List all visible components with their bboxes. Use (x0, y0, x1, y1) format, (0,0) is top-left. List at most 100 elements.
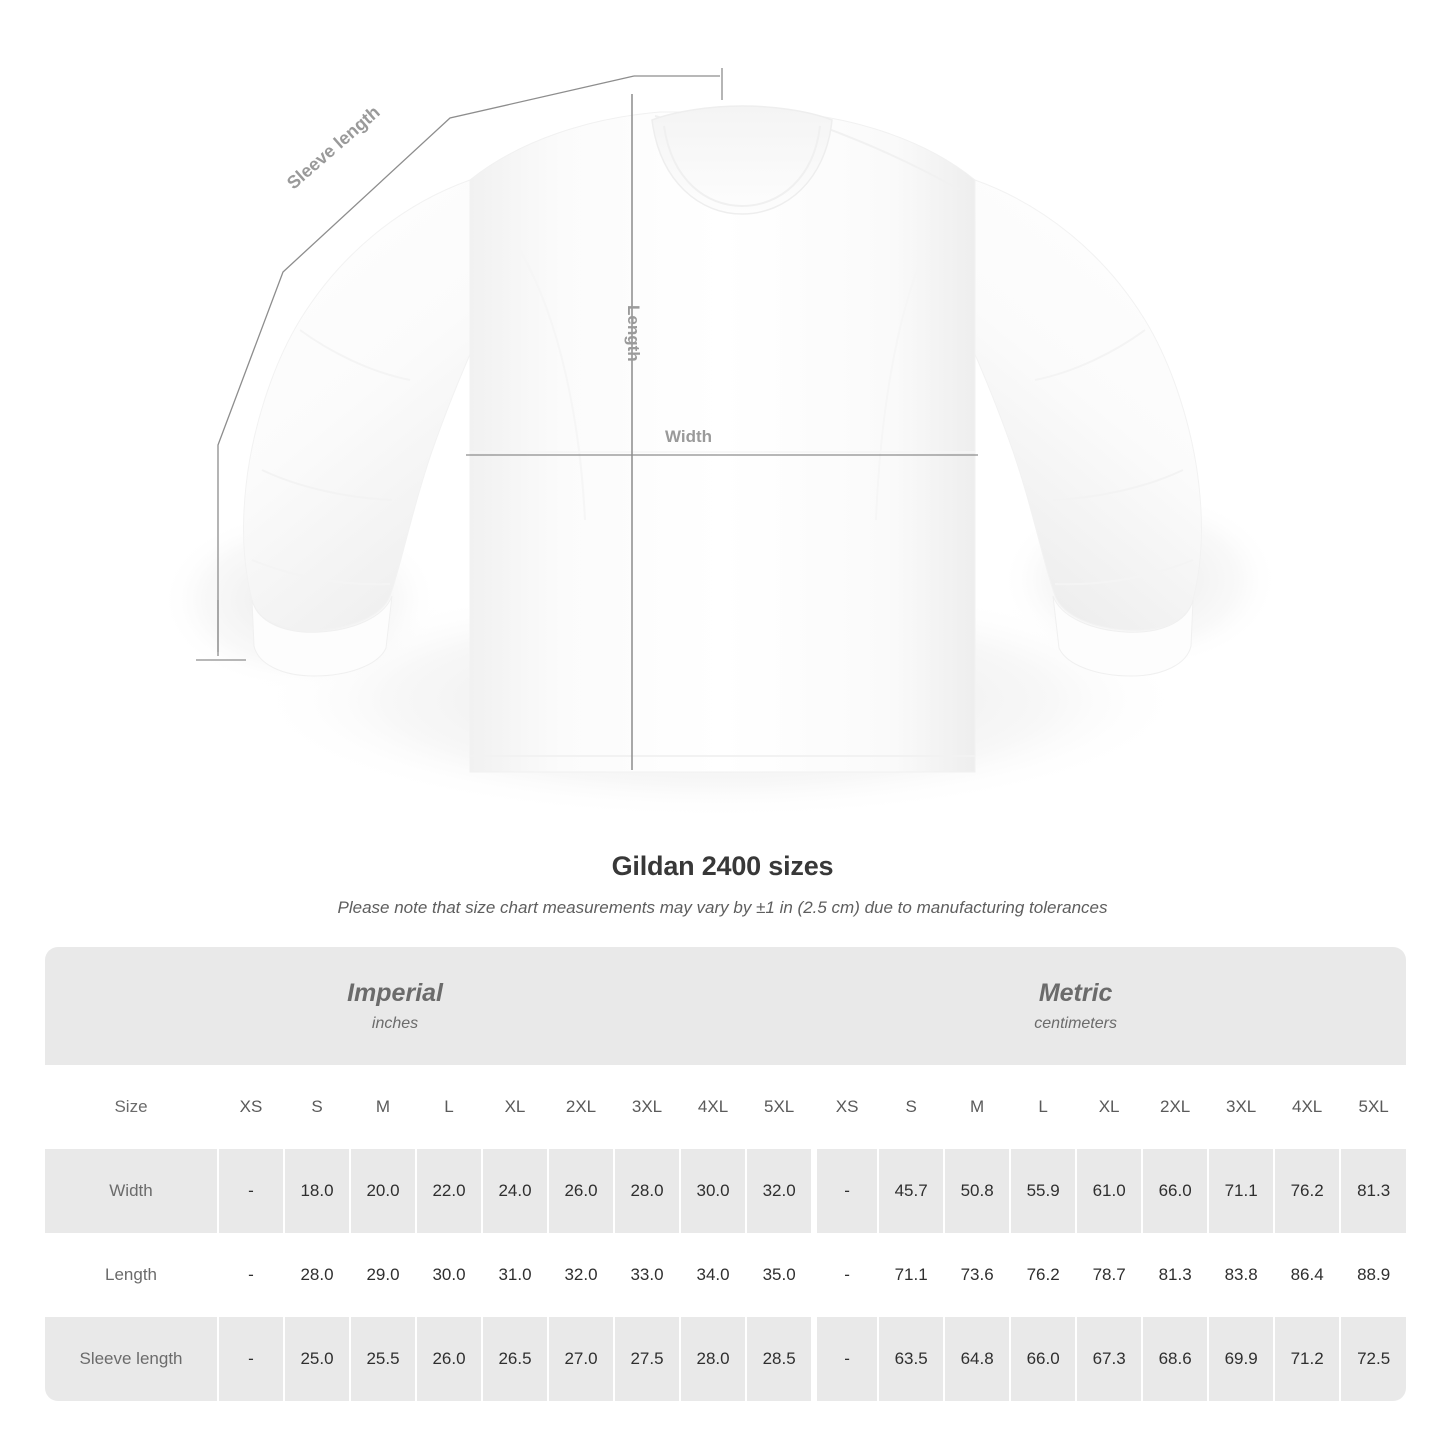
size-corner-label: Size (45, 1065, 217, 1149)
cell-width-imperial-s: 18.0 (283, 1149, 349, 1233)
cell-width-metric-l: 55.9 (1009, 1149, 1076, 1233)
col-header-metric-xl: XL (1075, 1065, 1142, 1149)
cell-width-imperial-m: 20.0 (349, 1149, 415, 1233)
cell-sleeve-imperial-xs: - (217, 1317, 283, 1401)
page-title: Gildan 2400 sizes (611, 851, 834, 881)
cell-width-metric-s: 45.7 (877, 1149, 944, 1233)
cell-width-imperial-3xl: 28.0 (613, 1149, 679, 1233)
table-row: Length - 28.0 29.0 30.0 31.0 32.0 33.0 3… (45, 1233, 1407, 1317)
cell-sleeve-imperial-s: 25.0 (283, 1317, 349, 1401)
left-cuff (251, 595, 393, 677)
cell-length-metric-xs: - (811, 1233, 878, 1317)
cell-width-metric-m: 50.8 (943, 1149, 1010, 1233)
col-header-imperial-l: L (415, 1065, 481, 1149)
right-sleeve (924, 179, 1202, 631)
cell-length-metric-2xl: 81.3 (1141, 1233, 1208, 1317)
cell-length-metric-5xl: 88.9 (1339, 1233, 1407, 1317)
row-label-width: Width (45, 1149, 217, 1233)
size-header-row: Size XS S M L XL 2XL 3XL 4XL 5XL XS S M … (45, 1065, 1407, 1149)
cell-sleeve-imperial-3xl: 27.5 (613, 1317, 679, 1401)
imperial-unit: inches (371, 1015, 419, 1033)
cell-length-imperial-m: 29.0 (349, 1233, 415, 1317)
cell-width-imperial-4xl: 30.0 (679, 1149, 746, 1233)
cell-length-imperial-xl: 31.0 (481, 1233, 547, 1317)
cell-sleeve-imperial-m: 25.5 (349, 1317, 415, 1401)
metric-band: Metric centimeters (745, 947, 1407, 1065)
cell-sleeve-metric-4xl: 71.2 (1273, 1317, 1340, 1401)
col-header-metric-3xl: 3XL (1207, 1065, 1274, 1149)
tolerance-note: Please note that size chart measurements… (337, 898, 1108, 917)
cell-width-metric-4xl: 76.2 (1273, 1149, 1340, 1233)
width-label: Width (665, 427, 713, 446)
table-row: Width - 18.0 20.0 22.0 24.0 26.0 28.0 30… (45, 1149, 1407, 1233)
cell-length-imperial-xs: - (217, 1233, 283, 1317)
cell-sleeve-metric-2xl: 68.6 (1141, 1317, 1208, 1401)
cell-width-metric-xl: 61.0 (1075, 1149, 1142, 1233)
cell-length-metric-s: 71.1 (877, 1233, 944, 1317)
cell-width-imperial-5xl: 32.0 (745, 1149, 812, 1233)
cell-length-imperial-3xl: 33.0 (613, 1233, 679, 1317)
col-header-metric-2xl: 2XL (1141, 1065, 1208, 1149)
cell-sleeve-metric-5xl: 72.5 (1339, 1317, 1407, 1401)
cell-length-metric-3xl: 83.8 (1207, 1233, 1274, 1317)
col-header-imperial-xl: XL (481, 1065, 547, 1149)
metric-label: Metric (1038, 978, 1113, 1007)
cell-width-imperial-xl: 24.0 (481, 1149, 547, 1233)
cell-length-imperial-2xl: 32.0 (547, 1233, 613, 1317)
row-label-sleeve-length: Sleeve length (45, 1317, 217, 1401)
cell-length-metric-m: 73.6 (943, 1233, 1010, 1317)
cell-width-metric-2xl: 66.0 (1141, 1149, 1208, 1233)
garment-figure: Sleeve length Length Width (160, 68, 1280, 820)
cell-length-imperial-4xl: 34.0 (679, 1233, 746, 1317)
cell-sleeve-metric-s: 63.5 (877, 1317, 944, 1401)
cell-sleeve-imperial-5xl: 28.5 (745, 1317, 812, 1401)
cell-sleeve-metric-xs: - (811, 1317, 878, 1401)
cell-length-imperial-l: 30.0 (415, 1233, 481, 1317)
cell-sleeve-imperial-l: 26.0 (415, 1317, 481, 1401)
cell-length-imperial-5xl: 35.0 (745, 1233, 812, 1317)
cell-width-imperial-xs: - (217, 1149, 283, 1233)
col-header-metric-s: S (877, 1065, 944, 1149)
col-header-imperial-m: M (349, 1065, 415, 1149)
cell-sleeve-imperial-4xl: 28.0 (679, 1317, 746, 1401)
cell-sleeve-metric-m: 64.8 (943, 1317, 1010, 1401)
metric-unit: centimeters (1034, 1015, 1117, 1033)
cell-width-imperial-2xl: 26.0 (547, 1149, 613, 1233)
cell-length-metric-4xl: 86.4 (1273, 1233, 1340, 1317)
cell-length-metric-l: 76.2 (1009, 1233, 1076, 1317)
col-header-imperial-2xl: 2XL (547, 1065, 613, 1149)
cell-width-imperial-l: 22.0 (415, 1149, 481, 1233)
cell-sleeve-imperial-xl: 26.5 (481, 1317, 547, 1401)
cell-length-imperial-s: 28.0 (283, 1233, 349, 1317)
imperial-band: Imperial inches (45, 947, 746, 1065)
col-header-imperial-3xl: 3XL (613, 1065, 679, 1149)
cell-width-metric-3xl: 71.1 (1207, 1149, 1274, 1233)
cell-sleeve-imperial-2xl: 27.0 (547, 1317, 613, 1401)
cell-sleeve-metric-xl: 67.3 (1075, 1317, 1142, 1401)
right-cuff (1052, 595, 1194, 677)
garment-illustration (160, 68, 1280, 820)
table-row: Sleeve length - 25.0 25.5 26.0 26.5 27.0… (45, 1317, 1407, 1401)
cell-length-metric-xl: 78.7 (1075, 1233, 1142, 1317)
cell-sleeve-metric-l: 66.0 (1009, 1317, 1076, 1401)
length-label: Length (624, 305, 643, 362)
sleeve-length-dimension (196, 68, 723, 661)
col-header-metric-l: L (1009, 1065, 1076, 1149)
unit-band-row: Imperial inches Metric centimeters (45, 947, 1407, 1065)
col-header-imperial-5xl: 5XL (745, 1065, 812, 1149)
row-label-length: Length (45, 1233, 217, 1317)
imperial-label: Imperial (347, 978, 443, 1007)
col-header-metric-m: M (943, 1065, 1010, 1149)
col-header-imperial-s: S (283, 1065, 349, 1149)
col-header-metric-5xl: 5XL (1339, 1065, 1407, 1149)
col-header-metric-xs: XS (811, 1065, 878, 1149)
cell-sleeve-metric-3xl: 69.9 (1207, 1317, 1274, 1401)
collar (651, 105, 833, 215)
col-header-imperial-xs: XS (217, 1065, 283, 1149)
col-header-metric-4xl: 4XL (1273, 1065, 1340, 1149)
cell-width-metric-5xl: 81.3 (1339, 1149, 1407, 1233)
left-sleeve (243, 179, 521, 631)
size-chart-table: Imperial inches Metric centimeters Size … (45, 947, 1407, 1401)
col-header-imperial-4xl: 4XL (679, 1065, 746, 1149)
cell-width-metric-xs: - (811, 1149, 878, 1233)
